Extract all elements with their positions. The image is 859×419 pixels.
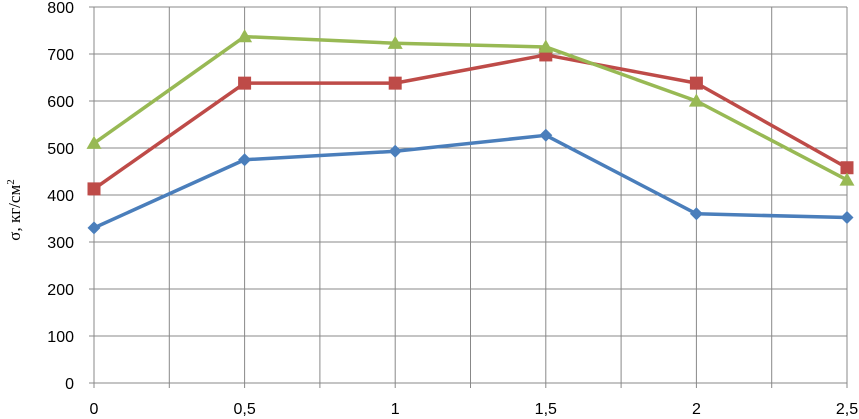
series-2 — [87, 48, 854, 196]
x-tick-label: 0,5 — [233, 401, 255, 418]
series-group — [86, 29, 855, 235]
series-3 — [86, 29, 855, 186]
series-2-point — [238, 76, 252, 90]
y-tick-label: 800 — [47, 0, 74, 17]
series-2-point — [689, 76, 703, 90]
y-tick-label: 400 — [47, 188, 74, 205]
y-axis-label-sup: 2 — [5, 179, 17, 185]
y-tick-label: 500 — [47, 141, 74, 158]
y-tick-label: 0 — [65, 376, 74, 393]
series-2-point — [87, 182, 101, 196]
series-3-line — [92, 34, 848, 182]
x-tick-label: 2 — [692, 401, 701, 418]
series-2-point — [388, 76, 402, 90]
series-3-point — [839, 172, 855, 186]
y-tick-labels: 0 100 200 300 400 500 600 700 800 — [47, 0, 74, 393]
y-axis-label: σ, кг/см2 — [5, 179, 24, 240]
y-tick-label: 600 — [47, 94, 74, 111]
series-1-point — [840, 211, 854, 225]
series-1-point — [539, 128, 553, 142]
y-tick-label: 300 — [47, 235, 74, 252]
y-axis-label-main: σ, кг/см — [5, 185, 24, 241]
series-3-point — [387, 35, 403, 49]
series-3-point — [688, 93, 704, 107]
x-tick-label: 1,5 — [535, 401, 557, 418]
series-1-line — [93, 133, 848, 230]
series-3-point — [237, 29, 253, 43]
y-tick-label: 200 — [47, 282, 74, 299]
y-tick-label: 700 — [47, 47, 74, 64]
series-2-line — [92, 53, 848, 191]
series-1-point — [87, 221, 101, 235]
y-tick-label: 100 — [47, 329, 74, 346]
series-3-point — [538, 39, 554, 53]
x-tick-label: 1 — [391, 401, 400, 418]
series-1-point — [388, 144, 402, 158]
series-2-point — [840, 161, 854, 175]
series-1-point — [689, 207, 703, 221]
x-tick-label: 2,5 — [836, 401, 858, 418]
series-1 — [87, 128, 854, 235]
x-tick-labels: 0 0,5 1 1,5 2 2,5 — [90, 401, 859, 418]
x-tick-label: 0 — [90, 401, 99, 418]
series-1-point — [238, 153, 252, 167]
series-3-point — [86, 135, 102, 149]
